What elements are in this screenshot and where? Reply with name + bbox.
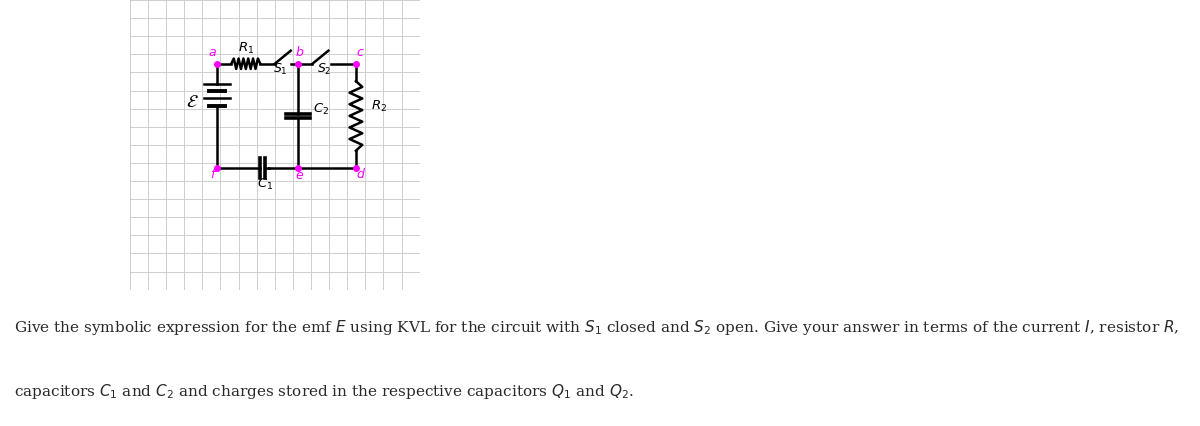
Text: e: e xyxy=(295,169,304,182)
Text: capacitors $\mathit{C}_1$ and $\mathit{C}_2$ and charges stored in the respectiv: capacitors $\mathit{C}_1$ and $\mathit{C… xyxy=(14,383,634,401)
Text: Give the symbolic expression for the emf $\mathit{E}$ using KVL for the circuit : Give the symbolic expression for the emf… xyxy=(14,318,1180,337)
Text: c: c xyxy=(356,46,364,59)
Text: $R_1$: $R_1$ xyxy=(238,40,254,56)
Text: a: a xyxy=(209,46,216,59)
Text: b: b xyxy=(295,46,304,59)
Text: $S_1$: $S_1$ xyxy=(274,62,288,77)
Text: f: f xyxy=(210,168,215,181)
Text: $C_2$: $C_2$ xyxy=(313,102,329,117)
Text: $C_1$: $C_1$ xyxy=(257,177,274,193)
Text: $\mathcal{E}$: $\mathcal{E}$ xyxy=(186,93,199,111)
Text: $S_2$: $S_2$ xyxy=(317,62,332,77)
Text: $R_2$: $R_2$ xyxy=(371,99,388,114)
Text: d: d xyxy=(356,168,364,181)
